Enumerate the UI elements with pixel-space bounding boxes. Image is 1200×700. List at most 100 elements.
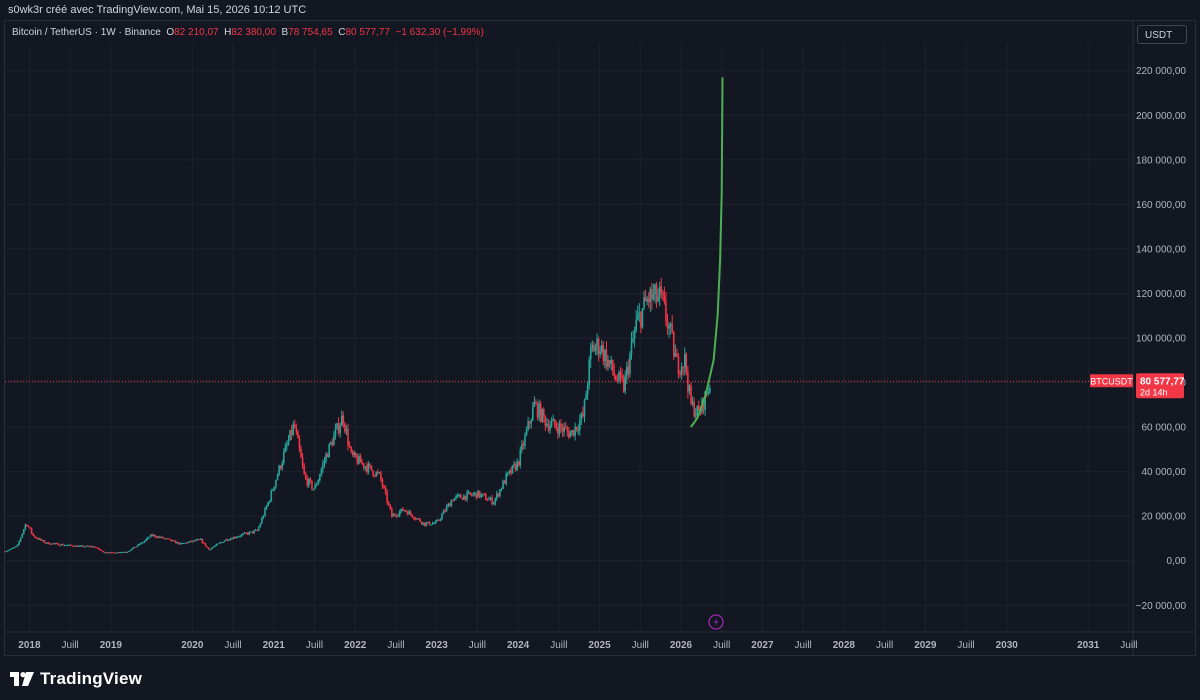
weekly-candle: [672, 330, 675, 360]
weekly-candle: [195, 538, 197, 542]
weekly-candle: [367, 460, 370, 475]
weekly-candle: [530, 418, 533, 429]
legend-symbol[interactable]: Bitcoin / TetherUS · 1W · Binance: [12, 27, 161, 38]
weekly-candle: [159, 535, 161, 539]
weekly-candle: [660, 278, 663, 299]
weekly-candle: [264, 507, 266, 517]
candle-body: [151, 534, 154, 536]
candle-body: [21, 533, 24, 538]
candle-body: [60, 544, 63, 546]
candle-body: [604, 349, 606, 361]
candle-body: [387, 502, 390, 505]
candle-body: [46, 542, 49, 544]
weekly-candle: [60, 543, 63, 546]
candle-body: [508, 470, 511, 473]
candle-body: [577, 429, 580, 431]
candle-body: [102, 551, 105, 553]
weekly-candle: [245, 532, 247, 535]
x-tick-label: 2023: [426, 640, 449, 651]
candle-body: [99, 549, 102, 551]
candle-body: [456, 495, 459, 497]
candle-body: [87, 545, 89, 547]
weekly-candle: [608, 359, 611, 368]
weekly-candle: [254, 528, 257, 531]
candle-body: [621, 375, 623, 379]
candle-body: [544, 416, 547, 427]
weekly-candle: [624, 370, 627, 395]
candle-body: [622, 378, 625, 392]
candle-body: [325, 453, 327, 461]
candle-body: [436, 520, 439, 522]
price-chart[interactable]: 220 000,00 200 000,00 180 000,00 160 000,00…: [0, 0, 1200, 656]
weekly-candle: [74, 545, 77, 547]
x-tick-label: Juill: [795, 640, 812, 651]
candle-body: [95, 547, 97, 549]
candle-body: [126, 551, 128, 553]
candle-body: [579, 420, 581, 430]
x-tick-label: Juill: [550, 640, 567, 651]
candle-body: [470, 494, 473, 496]
candle-body: [425, 523, 428, 526]
weekly-candle: [168, 538, 171, 540]
weekly-candle: [203, 541, 205, 544]
projection-curve: [689, 77, 724, 428]
candle-body: [439, 518, 442, 521]
candle-body: [306, 478, 309, 486]
candle-body: [666, 320, 669, 329]
weekly-candle: [652, 283, 655, 301]
weekly-candle: [558, 420, 561, 438]
candle-body: [575, 426, 578, 430]
candle-body: [671, 324, 674, 333]
price-tag-value: 80 577,77: [1140, 376, 1185, 387]
candle-body: [585, 394, 587, 400]
weekly-candle: [112, 551, 114, 554]
weekly-candle: [553, 418, 556, 429]
caption-text: s0wk3r créé avec TradingView.com, Mai 15…: [8, 4, 307, 16]
candle-body: [503, 480, 506, 484]
currency-button[interactable]: USDT: [1137, 25, 1187, 44]
weekly-candle: [472, 492, 475, 497]
weekly-candle: [246, 532, 249, 536]
weekly-candle: [579, 414, 581, 436]
candle-body: [668, 325, 670, 329]
candle-body: [702, 398, 705, 410]
weekly-candle: [178, 542, 180, 545]
candle-body: [251, 531, 254, 533]
candle-body: [342, 415, 345, 424]
candle-body: [148, 537, 150, 539]
weekly-candle: [149, 534, 152, 538]
weekly-candle: [135, 546, 138, 548]
x-tick-label: 2022: [344, 640, 367, 651]
candle-body: [51, 543, 53, 545]
weekly-candle: [182, 543, 185, 545]
weekly-candle: [199, 537, 202, 540]
weekly-candle: [331, 438, 334, 448]
weekly-candle: [49, 543, 52, 546]
weekly-candle: [394, 512, 396, 517]
weekly-candle: [88, 545, 91, 548]
candle-body: [301, 457, 304, 466]
candle-body: [445, 506, 448, 512]
weekly-candle: [110, 552, 113, 554]
candle-body: [101, 550, 103, 552]
candle-body: [207, 547, 210, 550]
weekly-candle: [290, 424, 293, 440]
weekly-candle: [575, 426, 578, 433]
tradingview-logo[interactable]: TradingView: [10, 669, 142, 689]
weekly-candle: [640, 311, 642, 334]
y-tick-label: 40 000,00: [1142, 467, 1187, 478]
candle-body: [328, 443, 331, 458]
candle-body: [173, 540, 175, 542]
weekly-candle: [311, 480, 313, 491]
weekly-candle: [517, 460, 520, 467]
candle-body: [452, 500, 454, 502]
weekly-candle: [618, 370, 620, 384]
weekly-candle: [571, 429, 573, 436]
candle-body: [281, 462, 284, 469]
weekly-candle: [586, 381, 589, 400]
weekly-candle: [201, 538, 204, 544]
candle-body: [201, 538, 204, 543]
candle-body: [209, 549, 211, 551]
candle-body: [98, 547, 100, 550]
candle-body: [109, 552, 111, 554]
